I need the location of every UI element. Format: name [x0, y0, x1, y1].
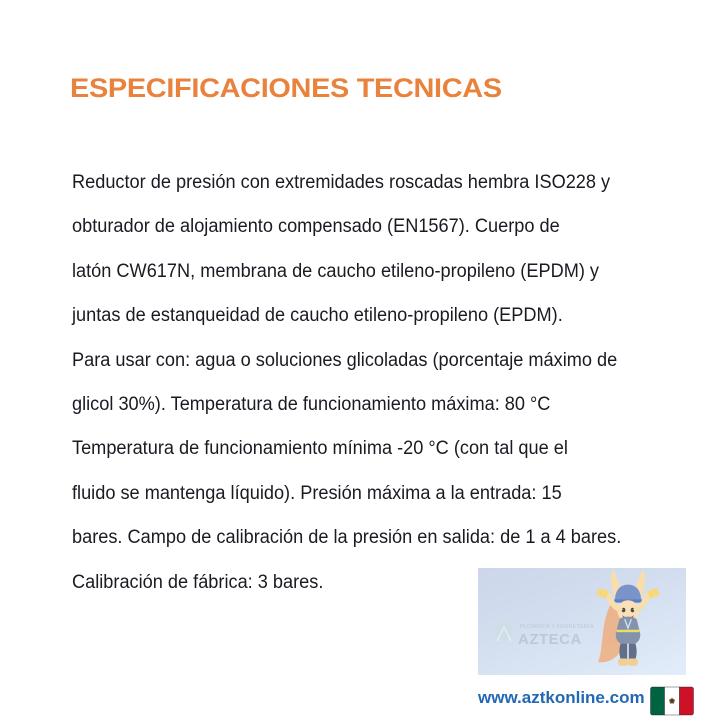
svg-text:PLOMERÍA Y FERRETERÍA: PLOMERÍA Y FERRETERÍA	[520, 623, 594, 630]
svg-text:AZTECA: AZTECA	[518, 631, 582, 648]
